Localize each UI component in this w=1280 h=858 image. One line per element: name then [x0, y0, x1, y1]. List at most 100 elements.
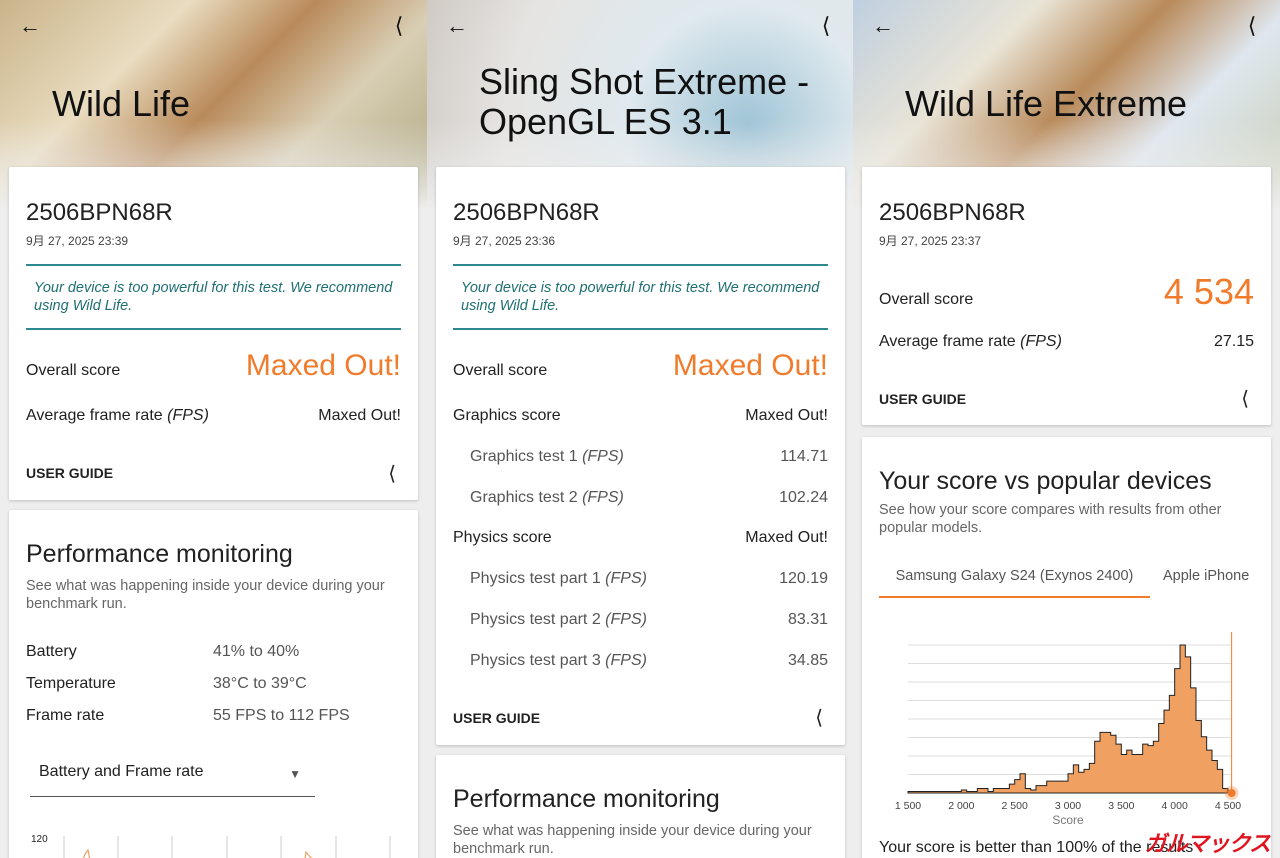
histogram-bin: [1100, 732, 1105, 793]
x-tick-label: 3 500: [1108, 800, 1134, 812]
histogram-bin: [1121, 755, 1126, 793]
share-icon[interactable]: ⟨: [388, 463, 396, 485]
histogram-bin: [1169, 695, 1174, 793]
histogram-bin: [1185, 657, 1190, 793]
histogram-bin: [1089, 763, 1094, 793]
page-title: Wild Life Extreme: [905, 83, 1188, 124]
date: 9月 27, 2025 23:39: [26, 234, 129, 248]
back-arrow-icon[interactable]: ←: [872, 13, 894, 38]
histogram-bin: [913, 792, 918, 793]
histogram-bin: [1009, 784, 1014, 793]
compare-desc: See how your score compares with results…: [879, 502, 1222, 536]
histogram-bin: [1025, 789, 1030, 793]
histogram-bin: [1143, 744, 1148, 793]
histogram-bin: [1217, 769, 1222, 793]
date: 9月 27, 2025 23:36: [453, 234, 556, 248]
histogram-bin: [1057, 781, 1062, 793]
histogram-bin: [1095, 741, 1100, 793]
x-tick-label: 2 500: [1002, 800, 1028, 812]
overall-score-row: Overall score Maxed Out!: [26, 349, 401, 383]
histogram-bin: [1148, 746, 1153, 793]
result-card: 2506BPN68R 9月 27, 2025 23:36 Your device…: [436, 167, 845, 745]
fps-value: Maxed Out!: [318, 407, 401, 424]
user-guide-button[interactable]: USER GUIDE: [879, 391, 967, 407]
histogram-bin: [1036, 786, 1041, 793]
histogram-bin: [1164, 710, 1169, 793]
histogram-bin: [1015, 780, 1020, 793]
share-icon[interactable]: ⟨: [815, 707, 823, 729]
result-card: 2506BPN68R 9月 27, 2025 23:37 Overall sco…: [862, 167, 1271, 425]
histogram-bin: [1196, 720, 1201, 793]
graphics-score-row: Graphics score Maxed Out!: [453, 407, 828, 424]
overall-value: 4 534: [1163, 271, 1254, 312]
share-icon[interactable]: ⟨: [1241, 388, 1249, 410]
histogram-bin: [1111, 735, 1116, 793]
fps-row: Average frame rate (FPS) 27.15: [879, 333, 1254, 350]
chart-y-tick: 120: [31, 834, 48, 845]
panel-sling-shot-extreme: ← ⟨ Sling Shot Extreme - OpenGL ES 3.1 25…: [427, 0, 854, 858]
histogram-bin: [956, 792, 961, 793]
share-icon[interactable]: ⟨: [1247, 13, 1257, 38]
performance-card: Performance monitoring See what was happ…: [9, 510, 418, 858]
tab-apple-iphone[interactable]: Apple iPhone: [1163, 568, 1250, 584]
histogram-bin: [993, 789, 998, 793]
share-icon[interactable]: ⟨: [821, 13, 831, 38]
histogram-bin: [1191, 688, 1196, 793]
back-arrow-icon[interactable]: ←: [446, 13, 468, 38]
histogram-bin: [972, 792, 977, 793]
histogram-bin: [1073, 765, 1078, 793]
histogram-bin: [1175, 669, 1180, 793]
x-tick-label: 2 000: [948, 800, 974, 812]
histogram-bin: [1041, 786, 1046, 793]
physics-score-row: Physics score Maxed Out!: [453, 529, 828, 546]
histogram-bin: [1063, 781, 1068, 793]
physics-test-2-row: Physics test part 2 (FPS) 83.31: [470, 611, 828, 628]
perf-title: Performance monitoring: [26, 540, 293, 568]
histogram-bin: [1159, 723, 1164, 793]
histogram-bin: [1137, 755, 1142, 793]
compare-title: Your score vs popular devices: [879, 467, 1212, 495]
notice: Your device is too powerful for this tes…: [453, 264, 828, 330]
overall-value: Maxed Out!: [245, 349, 401, 382]
histogram-bin: [908, 792, 913, 793]
device-name: 2506BPN68R: [879, 199, 1026, 226]
histogram-bin: [1127, 750, 1132, 793]
panel-wild-life-extreme: ← ⟨ Wild Life Extreme 2506BPN68R 9月 27, …: [853, 0, 1280, 858]
fps-unit: (FPS): [167, 407, 209, 424]
watermark-logo: ガルマックス: [1144, 831, 1271, 856]
histogram-bin: [951, 792, 956, 793]
tab-samsung-galaxy-s24[interactable]: Samsung Galaxy S24 (Exynos 2400): [879, 560, 1150, 598]
device-name: 2506BPN68R: [26, 199, 173, 226]
histogram-bin: [1212, 760, 1217, 793]
histogram-bin: [1180, 645, 1185, 793]
histogram-bin: [967, 792, 972, 793]
histogram-bin: [999, 789, 1004, 793]
overall-score-row: Overall score Maxed Out!: [453, 349, 828, 382]
histogram-bin: [1068, 774, 1073, 793]
histogram-bin: [924, 792, 929, 793]
score-marker-dot: [1227, 789, 1236, 797]
histogram-bin: [961, 790, 966, 793]
x-tick-label: 4 500: [1215, 800, 1241, 812]
x-axis-label: Score: [1052, 813, 1084, 827]
frame-rate-row: Frame rate 55 FPS to 112 FPS: [26, 707, 350, 724]
user-guide-button[interactable]: USER GUIDE: [453, 710, 541, 726]
back-arrow-icon[interactable]: ←: [19, 13, 41, 38]
histogram-bin: [945, 792, 950, 793]
histogram-bin: [940, 792, 945, 793]
histogram-bin: [1105, 732, 1110, 793]
share-icon[interactable]: ⟨: [394, 13, 404, 38]
x-tick-label: 1 500: [895, 800, 921, 812]
date: 9月 27, 2025 23:37: [879, 234, 982, 248]
dropdown-arrow-icon: ▼: [289, 767, 301, 781]
fps-label: Average frame rate: [26, 407, 163, 424]
histogram-bin: [1031, 790, 1036, 793]
histogram-bin: [935, 792, 940, 793]
user-guide-button[interactable]: USER GUIDE: [26, 465, 114, 481]
histogram-bin: [1004, 789, 1009, 793]
chart-type-dropdown[interactable]: Battery and Frame rate ▼: [30, 755, 315, 797]
overall-score-row: Overall score 4 534: [879, 271, 1254, 312]
x-tick-label: 3 000: [1055, 800, 1081, 812]
overall-label: Overall score: [26, 362, 121, 379]
histogram-bin: [1047, 781, 1052, 793]
